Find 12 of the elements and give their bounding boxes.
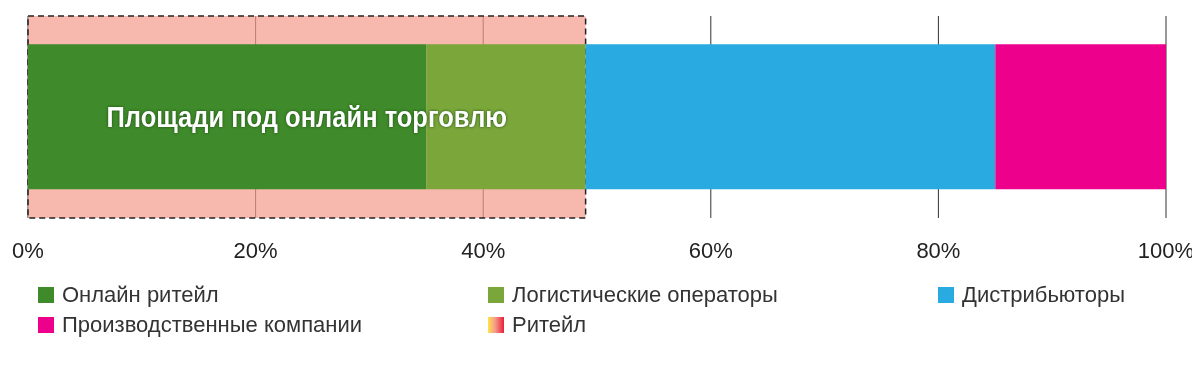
legend-label: Производственные компании [62,312,363,338]
x-tick-label: 0% [12,237,44,263]
x-tick-label: 40% [461,237,506,263]
legend-label: Дистрибьюторы [962,282,1125,308]
x-tick-label: 60% [688,237,733,263]
legend-label: Онлайн ритейл [62,282,219,308]
annotation: Площади под онлайн торговлю [105,100,509,134]
bar [995,44,1166,190]
x-tick-label: 80% [916,237,961,263]
x-tick-label: 20% [233,237,278,263]
legend-label: Логистические операторы [512,282,778,308]
legend-label: Ритейл [512,312,587,338]
